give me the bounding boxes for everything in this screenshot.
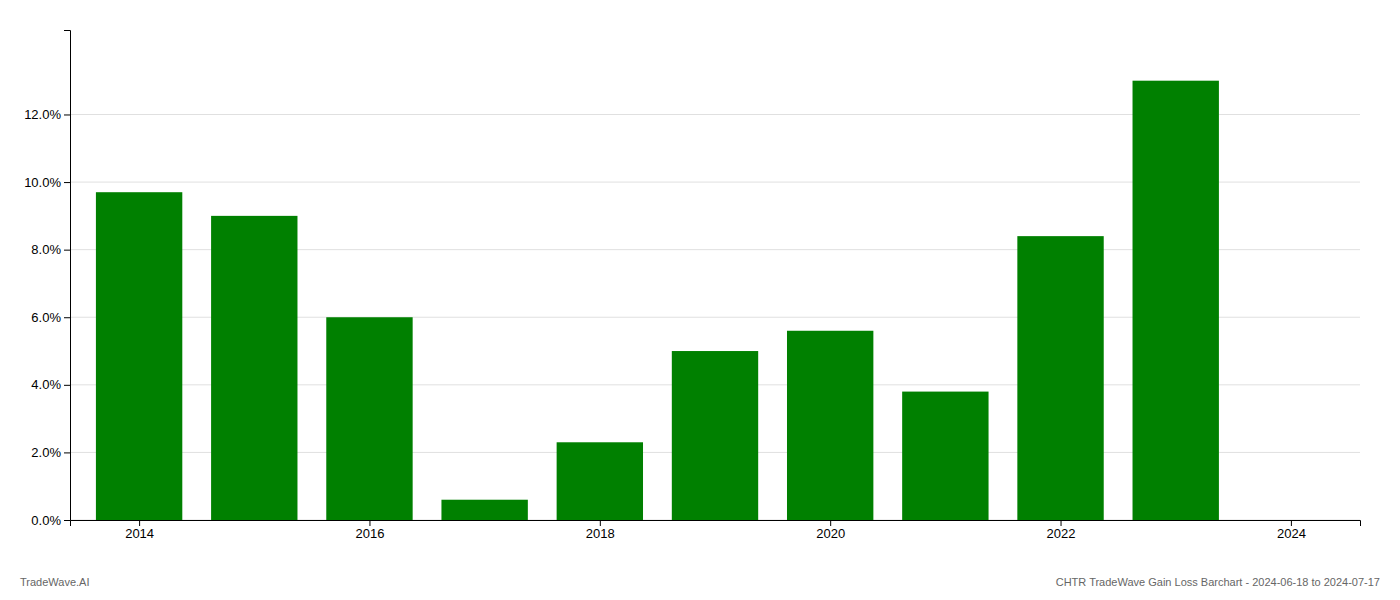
bar (557, 442, 643, 520)
x-tick: 2014 (125, 520, 154, 541)
x-tick-label: 2018 (586, 526, 615, 541)
y-tick-label: 12.0% (24, 107, 61, 122)
y-tick: 12.0% (24, 107, 70, 122)
y-tick-label: 6.0% (31, 310, 61, 325)
y-tick-label: 8.0% (31, 242, 61, 257)
y-tick-mark (64, 182, 70, 183)
x-tick: 2016 (356, 520, 385, 541)
x-tick-mark (139, 520, 140, 526)
x-axis: 2014 2016 2018 2020 2022 2024 (71, 520, 1361, 541)
footer-text: TradeWave.AI (20, 576, 90, 588)
x-tick-label: 2016 (356, 526, 385, 541)
y-tick-label: 0.0% (31, 513, 61, 528)
bar (787, 331, 873, 520)
y-tick: 10.0% (24, 175, 70, 190)
bar (902, 392, 988, 520)
y-tick-mark (64, 114, 70, 115)
y-tick: 4.0% (31, 377, 70, 392)
y-axis-line (64, 31, 71, 521)
chart-svg: 2014 2016 2018 2020 2022 2024 0.0% 2.0% 4.0% 6.0%… (0, 0, 1400, 600)
y-tick: 8.0% (31, 242, 70, 257)
y-tick: 2.0% (31, 445, 70, 460)
y-axis: 0.0% 2.0% 4.0% 6.0% 8.0% 10.0% 12.0% (24, 31, 70, 528)
y-tick-mark (64, 520, 70, 521)
x-tick: 2020 (816, 520, 845, 541)
bar (441, 500, 527, 520)
y-tick-mark (64, 385, 70, 386)
bar (672, 351, 758, 520)
bar (326, 317, 412, 520)
footer-text: CHTR TradeWave Gain Loss Barchart - 2024… (1056, 576, 1380, 588)
x-axis-line (71, 521, 1361, 527)
x-tick-label: 2020 (816, 526, 845, 541)
bar (1017, 236, 1103, 520)
x-tick-mark (830, 520, 831, 526)
y-tick-label: 2.0% (31, 445, 61, 460)
y-tick-label: 4.0% (31, 377, 61, 392)
bar (1133, 81, 1219, 520)
x-tick: 2022 (1047, 520, 1076, 541)
x-tick-mark (1061, 520, 1062, 526)
x-tick-label: 2014 (125, 526, 154, 541)
footer: TradeWave.AI CHTR TradeWave Gain Loss Bar… (20, 576, 1380, 588)
x-tick: 2024 (1277, 520, 1306, 541)
bars (96, 81, 1219, 520)
y-tick-mark (64, 317, 70, 318)
y-tick-mark (64, 452, 70, 453)
x-tick-mark (369, 520, 370, 526)
y-tick: 0.0% (31, 513, 70, 528)
y-tick-mark (64, 250, 70, 251)
x-tick: 2018 (586, 520, 615, 541)
chart-container: 2014 2016 2018 2020 2022 2024 0.0% 2.0% 4.0% 6.0%… (0, 0, 1400, 600)
y-tick: 6.0% (31, 310, 70, 325)
x-tick-label: 2024 (1277, 526, 1306, 541)
x-tick-mark (1291, 520, 1292, 526)
x-tick-mark (600, 520, 601, 526)
bar (96, 192, 182, 520)
x-tick-label: 2022 (1047, 526, 1076, 541)
y-tick-label: 10.0% (24, 175, 61, 190)
bar (211, 216, 297, 520)
